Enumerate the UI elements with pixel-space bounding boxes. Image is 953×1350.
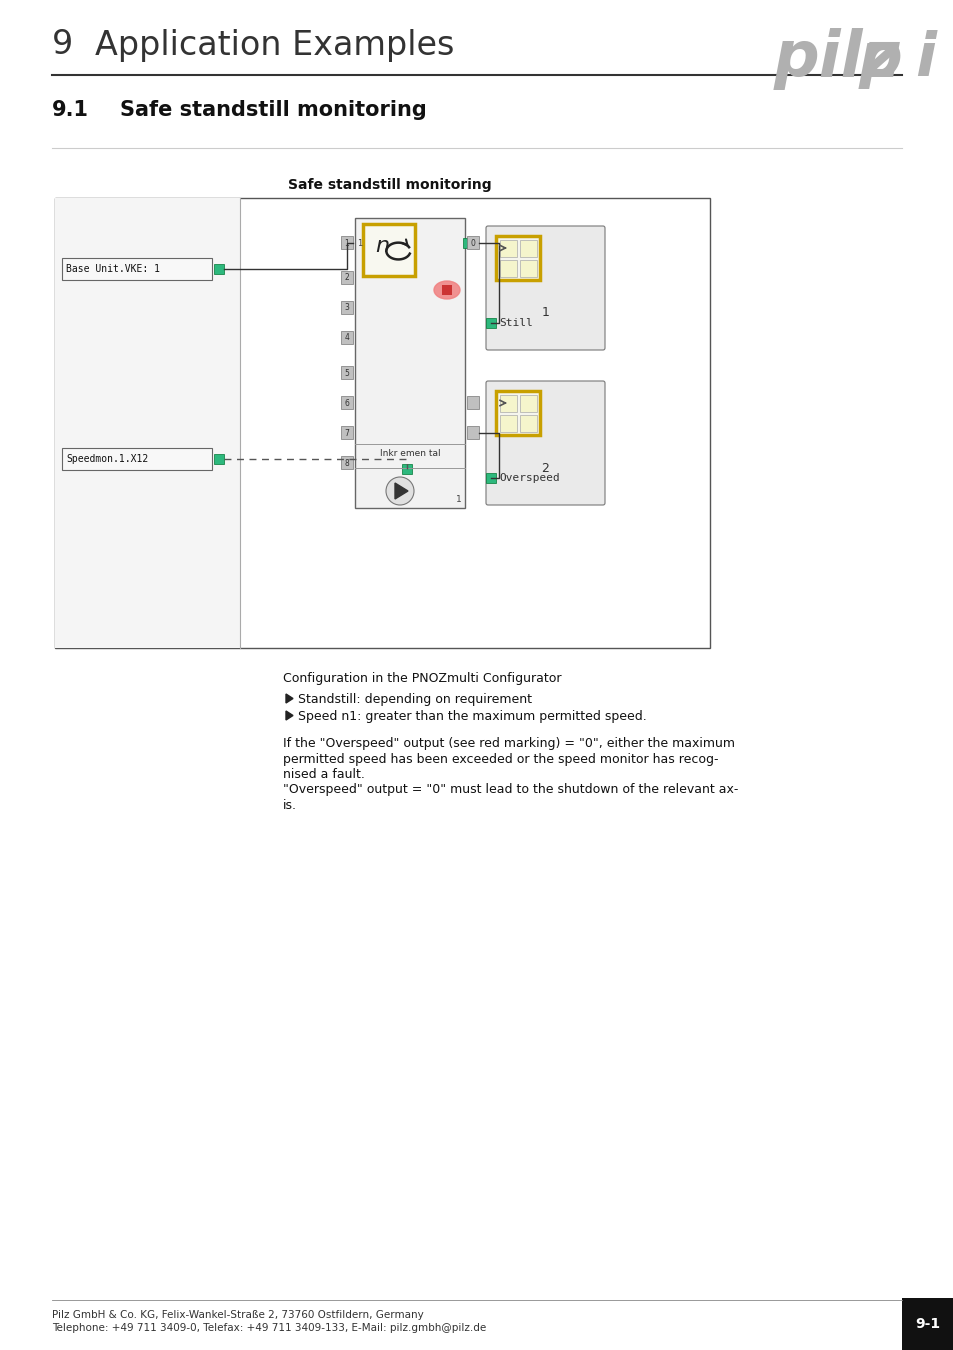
Bar <box>401 464 412 474</box>
Text: Speedmon.1.X12: Speedmon.1.X12 <box>66 454 148 464</box>
Text: pilz: pilz <box>773 28 899 90</box>
Bar <box>340 236 353 248</box>
Bar <box>499 396 517 412</box>
Text: Telephone: +49 711 3409-0, Telefax: +49 711 3409-133, E-Mail: pilz.gmbh@pilz.de: Telephone: +49 711 3409-0, Telefax: +49 … <box>52 1323 486 1332</box>
Bar <box>462 238 473 248</box>
Text: 1: 1 <box>356 239 362 247</box>
Bar <box>499 261 517 277</box>
Text: Safe standstill monitoring: Safe standstill monitoring <box>288 178 492 192</box>
Bar <box>62 258 212 279</box>
Text: 2: 2 <box>344 274 349 282</box>
Text: Pilz GmbH & Co. KG, Felix-Wankel-Straße 2, 73760 Ostfildern, Germany: Pilz GmbH & Co. KG, Felix-Wankel-Straße … <box>52 1310 423 1320</box>
Bar <box>340 331 353 344</box>
Bar <box>213 265 224 274</box>
Bar <box>62 448 212 470</box>
FancyBboxPatch shape <box>485 225 604 350</box>
Text: Base Unit.VKE: 1: Base Unit.VKE: 1 <box>66 265 160 274</box>
Bar <box>363 224 415 275</box>
Bar <box>496 392 539 435</box>
Text: 1: 1 <box>456 495 461 504</box>
Bar <box>355 217 464 508</box>
Text: Safe standstill monitoring: Safe standstill monitoring <box>120 100 426 120</box>
Text: nised a fault.: nised a fault. <box>283 768 364 782</box>
Text: 5: 5 <box>344 369 349 378</box>
Bar <box>519 261 537 277</box>
Text: Application Examples: Application Examples <box>95 28 454 62</box>
Text: Still: Still <box>498 319 532 328</box>
Text: n: n <box>375 236 390 256</box>
Bar <box>340 427 353 439</box>
Bar <box>499 414 517 432</box>
Text: 0: 0 <box>470 239 475 247</box>
Bar <box>441 285 452 296</box>
Bar <box>499 240 517 256</box>
Bar <box>467 396 478 409</box>
FancyBboxPatch shape <box>485 381 604 505</box>
Text: 9.1: 9.1 <box>52 100 89 120</box>
Bar <box>340 271 353 284</box>
Bar <box>213 454 224 464</box>
Text: 6: 6 <box>344 398 349 408</box>
Text: is.: is. <box>283 799 296 811</box>
Bar <box>55 198 240 648</box>
Text: 2: 2 <box>541 462 549 474</box>
Bar <box>519 414 537 432</box>
Polygon shape <box>395 483 408 499</box>
Text: 1: 1 <box>344 239 349 247</box>
Text: permitted speed has been exceeded or the speed monitor has recog-: permitted speed has been exceeded or the… <box>283 752 718 765</box>
Text: p: p <box>858 30 901 89</box>
Text: 9: 9 <box>52 28 73 62</box>
Bar <box>496 236 539 279</box>
Polygon shape <box>286 694 293 703</box>
Bar <box>467 236 478 248</box>
Polygon shape <box>286 711 293 720</box>
Bar <box>519 240 537 256</box>
Bar <box>485 472 496 483</box>
Text: Overspeed: Overspeed <box>498 472 559 483</box>
Bar <box>901 1297 953 1350</box>
Ellipse shape <box>434 281 459 298</box>
Bar <box>340 456 353 468</box>
Circle shape <box>386 477 414 505</box>
Bar <box>519 396 537 412</box>
Text: Speed n1: greater than the maximum permitted speed.: Speed n1: greater than the maximum permi… <box>297 710 646 724</box>
Text: 7: 7 <box>344 428 349 437</box>
Bar <box>340 366 353 379</box>
Bar <box>467 427 478 439</box>
Text: "Overspeed" output = "0" must lead to the shutdown of the relevant ax-: "Overspeed" output = "0" must lead to th… <box>283 783 738 796</box>
Bar <box>55 198 709 648</box>
Text: i: i <box>914 30 935 89</box>
Bar <box>485 319 496 328</box>
Text: Inkr emen tal: Inkr emen tal <box>379 450 440 459</box>
Text: Standstill: depending on requirement: Standstill: depending on requirement <box>297 693 532 706</box>
Text: If the "Overspeed" output (see red marking) = "0", either the maximum: If the "Overspeed" output (see red marki… <box>283 737 734 751</box>
Text: 1: 1 <box>541 306 549 320</box>
Bar <box>340 301 353 315</box>
Text: 4: 4 <box>344 333 349 343</box>
Text: 8: 8 <box>344 459 349 467</box>
Text: 9-1: 9-1 <box>915 1318 940 1331</box>
Text: 3: 3 <box>344 304 349 312</box>
Bar <box>340 396 353 409</box>
Text: Configuration in the PNOZmulti Configurator: Configuration in the PNOZmulti Configura… <box>283 672 561 684</box>
